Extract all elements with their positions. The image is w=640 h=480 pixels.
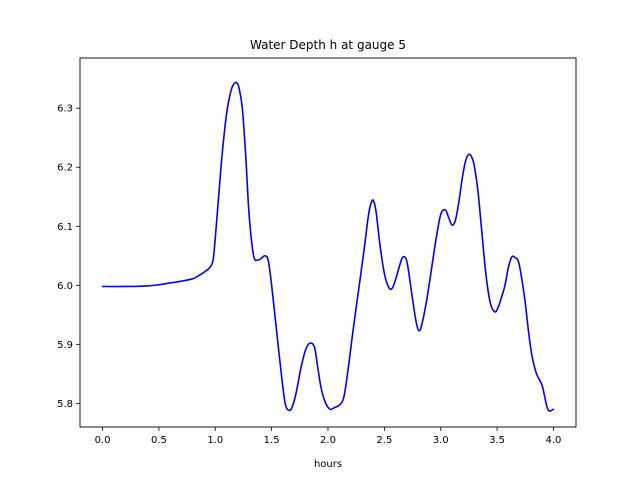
- x-tick-label: 4.0: [546, 435, 562, 446]
- x-tick-label: 2.0: [320, 435, 336, 446]
- x-tick-label: 3.0: [433, 435, 449, 446]
- x-tick-label: 3.5: [489, 435, 505, 446]
- chart-title: Water Depth h at gauge 5: [250, 38, 406, 52]
- y-tick-label: 6.0: [57, 281, 73, 292]
- x-tick-label: 1.5: [264, 435, 280, 446]
- y-tick-label: 6.2: [57, 163, 73, 174]
- y-tick-label: 6.3: [57, 104, 73, 115]
- x-tick-label: 0.0: [95, 435, 111, 446]
- y-axis-ticks: 5.8 5.9 6.0 6.1 6.2 6.3: [57, 104, 80, 410]
- y-tick-label: 5.8: [57, 399, 73, 410]
- x-tick-label: 1.0: [207, 435, 223, 446]
- series-line: [101, 81, 555, 412]
- y-tick-label: 5.9: [57, 340, 73, 351]
- x-axis-label: hours: [314, 459, 342, 470]
- x-axis-ticks: 0.0 0.5 1.0 1.5 2.0 2.5 3.0 3.5 4.0: [95, 427, 562, 446]
- x-tick-label: 2.5: [376, 435, 392, 446]
- y-tick-label: 6.1: [57, 222, 73, 233]
- x-tick-label: 0.5: [151, 435, 167, 446]
